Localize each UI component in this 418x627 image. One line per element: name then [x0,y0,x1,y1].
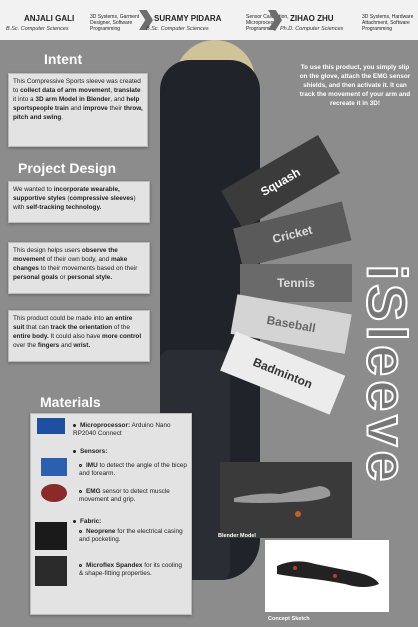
team-member-1: ANJALI GALI B.Sc. Computer Sciences 3D S… [0,0,140,40]
sport-label: Baseball [265,312,317,336]
blender-model-image [220,462,352,538]
design-panel-1: We wanted to incorporate wearable, suppo… [8,181,150,223]
spandex-item: Microflex Spandex for its cooling & shap… [79,562,187,578]
member-name: ANJALI GALI [24,14,75,23]
team-member-2: SURAMY PIDARA B.Sc. Computer Sciences Se… [146,0,289,40]
blender-caption: Blender Model [218,533,256,539]
team-member-3: ZIHAO ZHU Ph.D. Computer Sciences 3D Sys… [280,0,418,40]
chevron-separator-icon [268,10,282,30]
design-text-3: This product could be made into an entir… [13,315,142,349]
brand-name: iSleeve [355,263,418,486]
imu-sensor-image [41,458,67,476]
neoprene-item: Neoprene for the electrical casing and p… [79,528,187,544]
member-role: 3D Systems, Garment Designer, Software P… [90,14,140,32]
spandex-text: for its cooling & shape-fitting properti… [79,562,182,577]
emg-label: EMG [86,488,101,495]
sport-label: Badminton [251,354,315,392]
arm-sketch-icon [277,561,379,587]
microprocessor-value: Arduino Nano RP2040 Connect [73,422,171,437]
sensors-label: Sensors: [80,448,108,455]
emg-text: sensor to detect muscle movement and gri… [79,488,170,503]
arm-model-icon [234,486,331,517]
design-panel-2: This design helps users observe the move… [8,242,150,294]
imu-item: IMU to detect the angle of the bicep and… [79,462,187,478]
member-degree: Ph.D. Computer Sciences [280,26,344,32]
intent-panel: This Compressive Sports sleeve was creat… [8,73,148,147]
emg-sensor-image [41,484,67,502]
intent-text: This Compressive Sports sleeve was creat… [13,78,143,121]
sport-label: Squash [258,165,303,199]
design-text-2: This design helps users observe the move… [13,247,138,281]
member-name: SURAMY PIDARA [154,14,222,23]
microprocessor-label: Microprocessor: [80,422,131,429]
sensors-item: Sensors: [73,448,107,456]
materials-title: Materials [40,394,101,410]
design-text-1: We wanted to incorporate wearable, suppo… [13,186,136,211]
chevron-separator-icon [139,10,153,30]
usage-text: To use this product, you simply slip on … [299,64,411,107]
header-bar: ANJALI GALI B.Sc. Computer Sciences 3D S… [0,0,418,40]
member-degree: B.Sc. Computer Sciences [6,26,69,32]
concept-sketch-image [265,540,389,612]
design-panel-3: This product could be made into an entir… [8,310,150,362]
member-role: 3D Systems, Hardware Attachment, Softwar… [362,14,414,32]
imu-text: to detect the angle of the bicep and for… [79,462,187,477]
neoprene-label: Neoprene [86,528,116,535]
intent-title: Intent [44,51,83,67]
arduino-board-image [37,418,65,434]
member-degree: B.Sc. Computer Sciences [146,26,209,32]
sketch-caption: Concept Sketch [268,616,310,622]
emg-item: EMG sensor to detect muscle movement and… [79,488,187,504]
sport-tennis: Tennis [240,264,352,302]
spandex-label: Microflex Spandex [86,562,143,569]
brand-vertical: iSleeve [352,150,418,600]
spandex-fabric-image [35,556,67,586]
neoprene-text: for the electrical casing and pocketing. [79,528,183,543]
member-name: ZIHAO ZHU [290,14,334,23]
imu-label: IMU [86,462,98,469]
microprocessor-item: Microprocessor: Arduino Nano RP2040 Conn… [73,422,188,438]
fabric-item: Fabric: [73,518,101,526]
neoprene-fabric-image [35,522,67,550]
member-role: Sensor Calibration, Microprocessor Progr… [246,14,289,32]
fabric-label: Fabric: [80,518,102,525]
materials-panel: Microprocessor: Arduino Nano RP2040 Conn… [30,413,192,615]
sport-label: Cricket [270,222,314,247]
sport-label: Tennis [277,276,315,290]
design-title: Project Design [18,160,117,176]
